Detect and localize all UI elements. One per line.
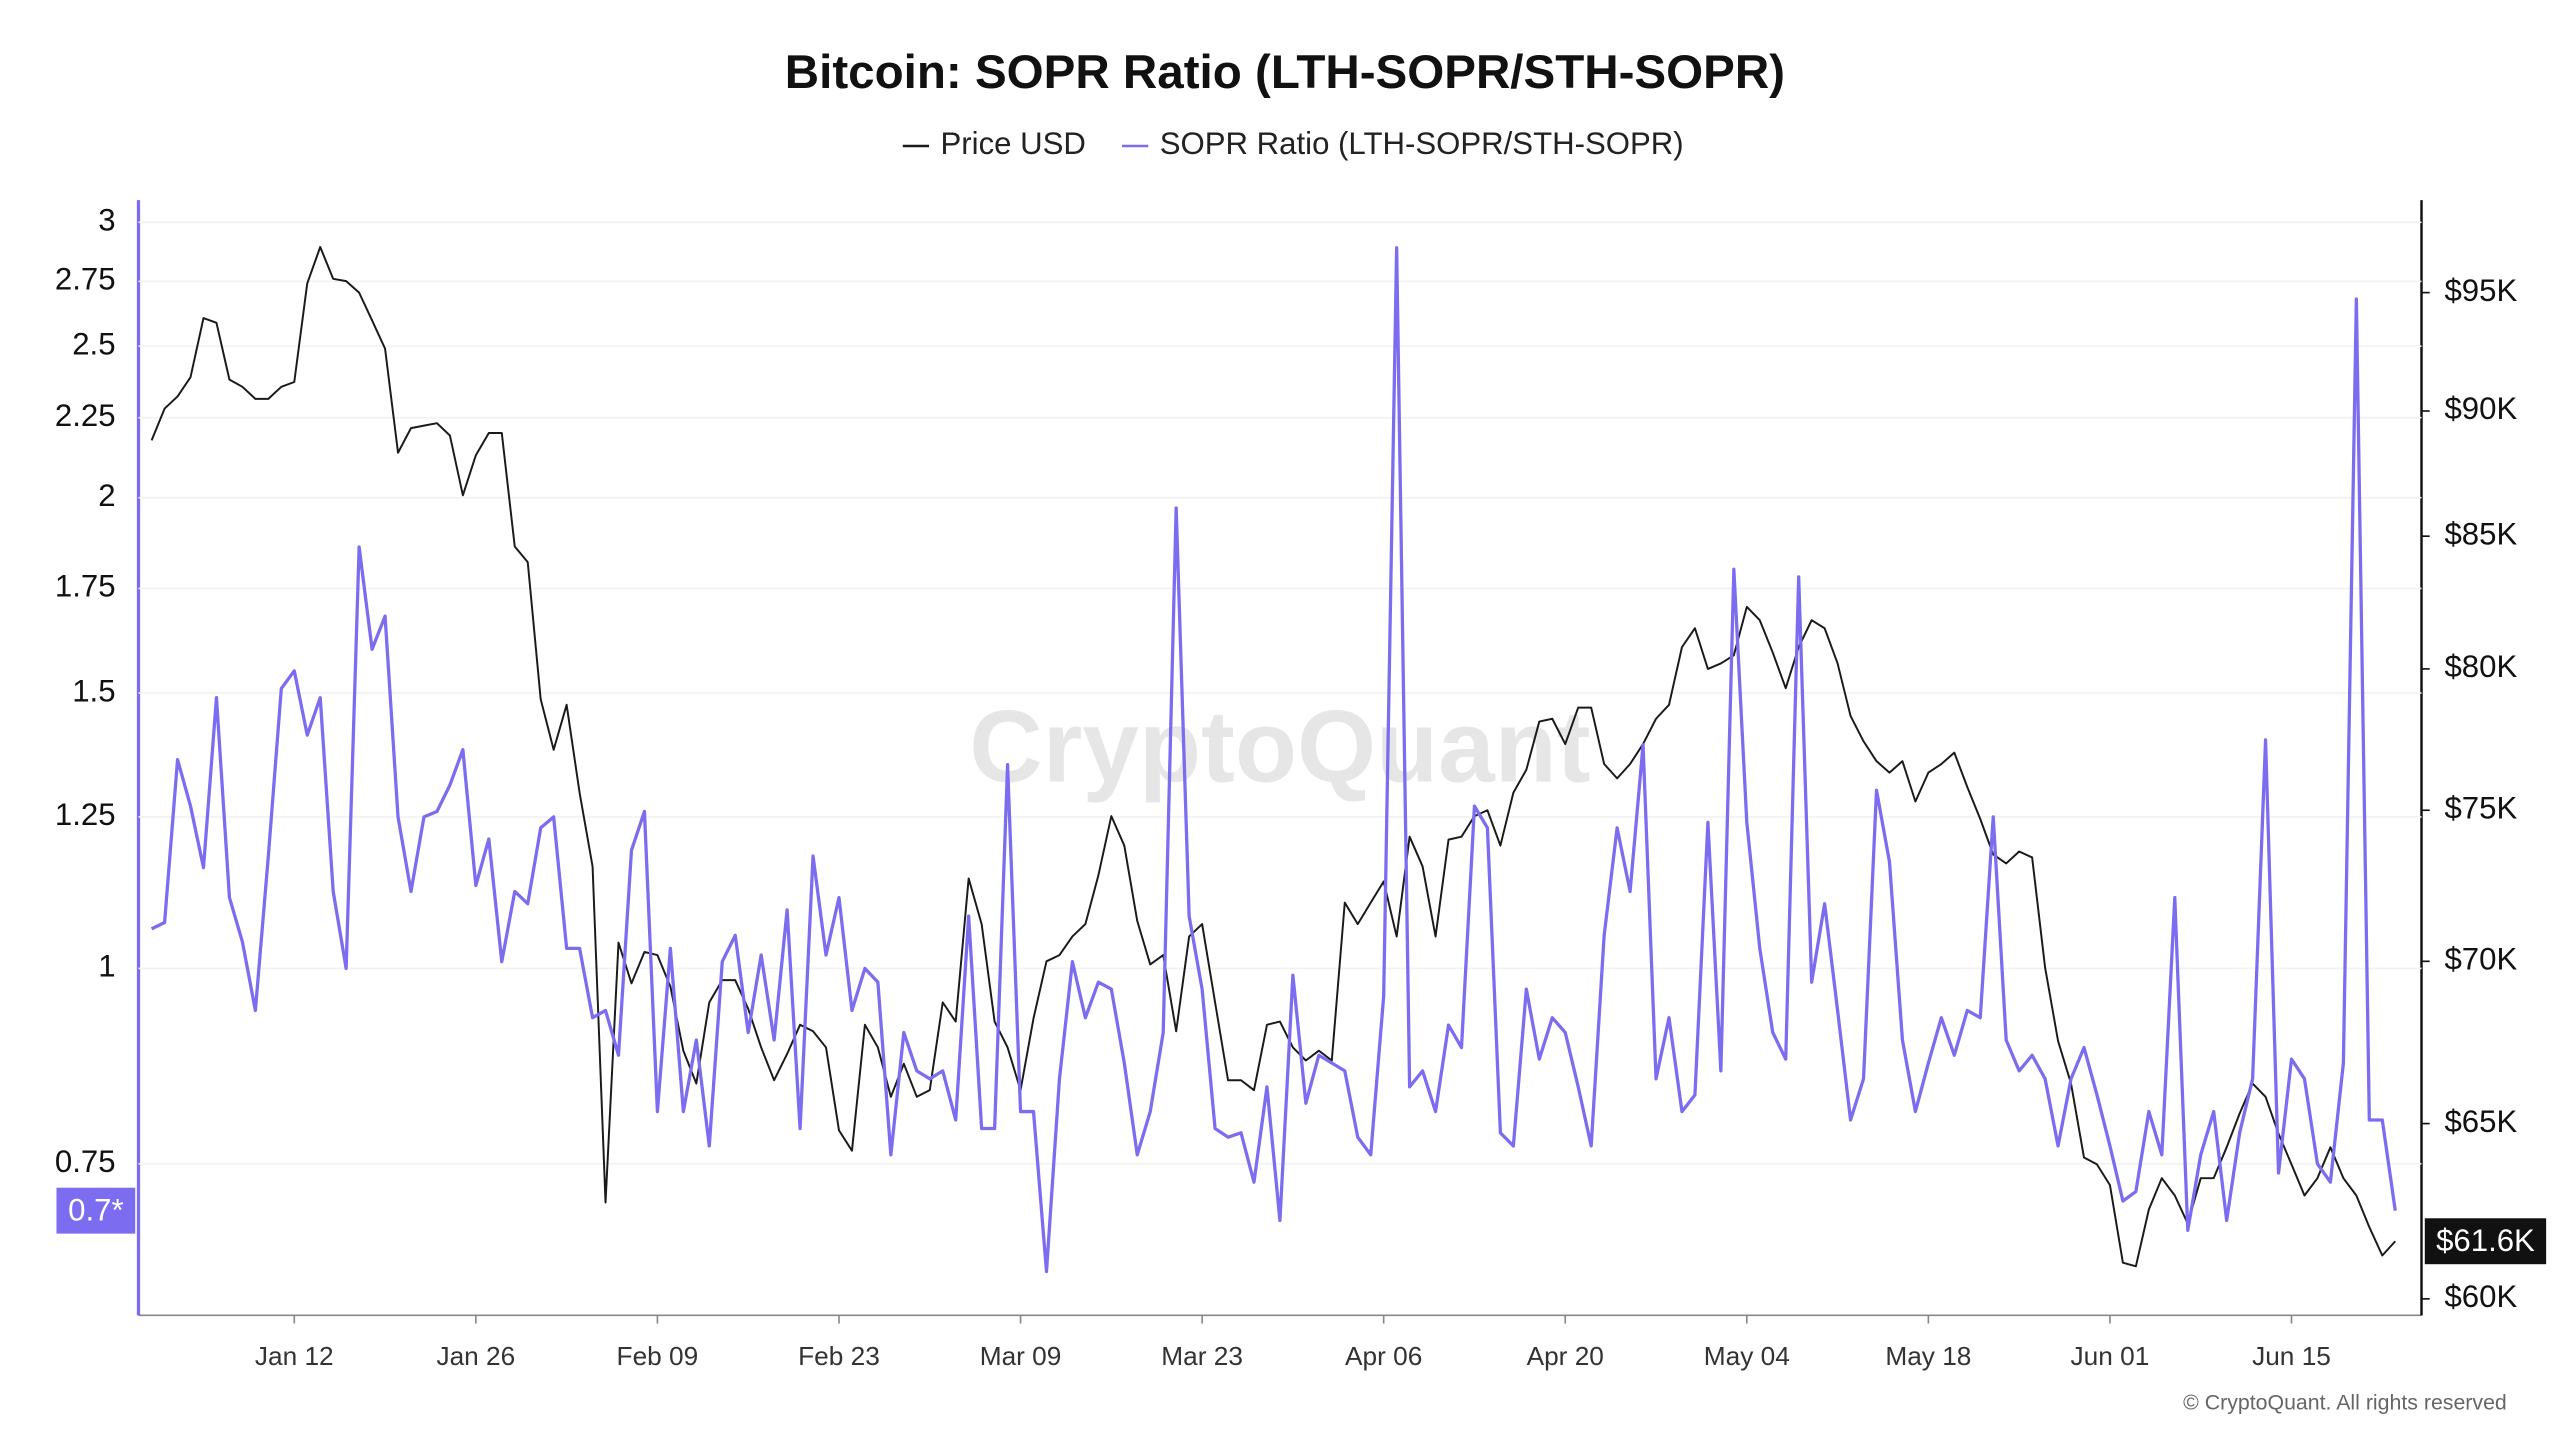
y2-tick-label: $70K bbox=[2444, 942, 2517, 977]
x-tick-label: Mar 09 bbox=[980, 1341, 1062, 1371]
y-tick-label: 2 bbox=[98, 478, 115, 513]
y-tick-label: 1.25 bbox=[55, 797, 116, 832]
y-tick-label: 3 bbox=[98, 203, 115, 238]
x-tick-label: Jun 15 bbox=[2252, 1341, 2331, 1371]
current-value: $61.6K bbox=[2424, 1218, 2547, 1265]
watermark: CryptoQuant bbox=[969, 689, 1590, 803]
y-tick-label: 0.75 bbox=[55, 1144, 116, 1179]
current-value-label: 0.7* bbox=[68, 1193, 123, 1228]
y-tick-label: 2.75 bbox=[55, 262, 116, 297]
y-tick-label: 1.5 bbox=[72, 673, 115, 708]
x-tick-label: Feb 09 bbox=[617, 1341, 699, 1371]
current-value-box bbox=[2424, 1218, 2547, 1265]
y2-tick-label: $90K bbox=[2444, 391, 2517, 426]
credit: © CryptoQuant. All rights reserved bbox=[2183, 1391, 2507, 1415]
x-tick-label: Apr 06 bbox=[1345, 1341, 1422, 1371]
current-value-label: $61.6K bbox=[2436, 1223, 2535, 1258]
current-value-box bbox=[56, 1187, 136, 1234]
x-tick-label: Jun 01 bbox=[2071, 1341, 2150, 1371]
y-tick-label: 1.75 bbox=[55, 569, 116, 604]
y2-tick-label: $80K bbox=[2444, 649, 2517, 684]
series-line bbox=[150, 246, 2396, 1268]
x-tick-label: May 04 bbox=[1704, 1341, 1790, 1371]
y2-tick-label: $95K bbox=[2444, 273, 2517, 308]
y2-tick-label: $75K bbox=[2444, 790, 2517, 825]
x-tick-label: Feb 23 bbox=[798, 1341, 880, 1371]
x-tick-label: Apr 20 bbox=[1527, 1341, 1604, 1371]
y2-tick-label: $60K bbox=[2444, 1279, 2517, 1314]
legend: Price USD SOPR Ratio (LTH-SOPR/STH-SOPR) bbox=[902, 126, 1684, 161]
x-tick-label: Jan 12 bbox=[255, 1341, 334, 1371]
y-tick-label: 1 bbox=[98, 949, 115, 984]
series-line bbox=[150, 246, 2397, 1274]
y-tick-label: 2.5 bbox=[72, 326, 115, 361]
y2-tick-label: $65K bbox=[2444, 1104, 2517, 1139]
y2-tick-label: $85K bbox=[2444, 516, 2517, 551]
current-value: 0.7* bbox=[56, 1187, 136, 1234]
y-tick-label: 2.25 bbox=[55, 398, 116, 433]
x-tick-label: May 18 bbox=[1885, 1341, 1971, 1371]
x-tick-label: Jan 26 bbox=[436, 1341, 515, 1371]
legend-label: Price USD bbox=[941, 126, 1086, 161]
legend-label: SOPR Ratio (LTH-SOPR/STH-SOPR) bbox=[1160, 126, 1684, 161]
chart-title: Bitcoin: SOPR Ratio (LTH-SOPR/STH-SOPR) bbox=[785, 46, 1785, 99]
x-tick-label: Mar 23 bbox=[1161, 1341, 1243, 1371]
